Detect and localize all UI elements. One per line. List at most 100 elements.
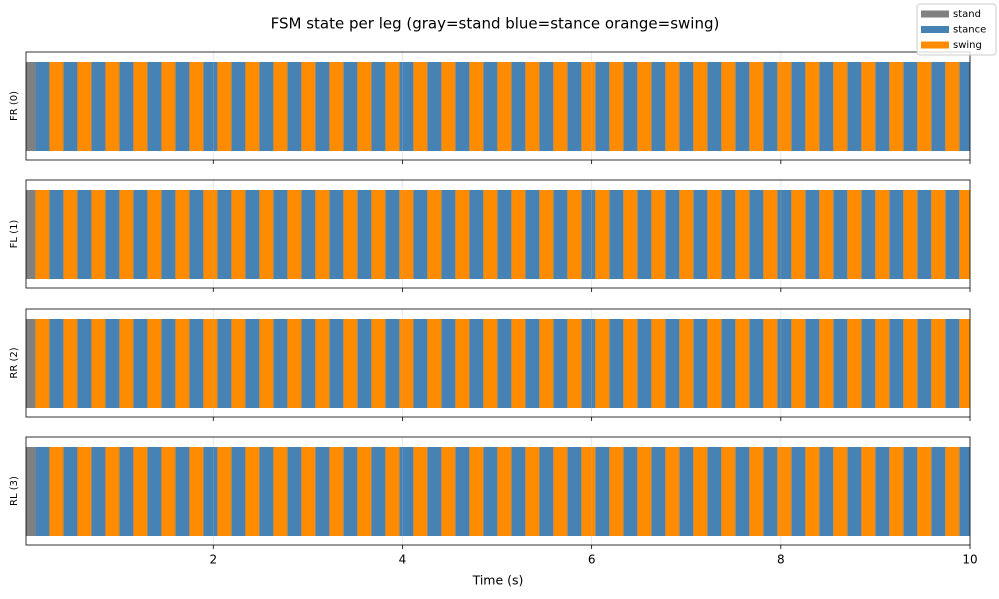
state-segment [329, 319, 344, 408]
state-segment [917, 447, 932, 536]
y-axis-label: RR (2) [9, 347, 20, 378]
state-segment [231, 62, 246, 151]
state-segment [203, 62, 218, 151]
state-segment [623, 62, 638, 151]
state-segment [189, 319, 204, 408]
state-segment [945, 319, 960, 408]
state-segment [819, 447, 834, 536]
state-segment [133, 319, 148, 408]
state-segment [511, 447, 526, 536]
state-segment [581, 319, 596, 408]
state-segment [735, 319, 750, 408]
state-segment [119, 447, 134, 536]
state-segment [133, 447, 148, 536]
state-segment [861, 190, 876, 279]
state-segment [595, 319, 610, 408]
state-segment [945, 190, 960, 279]
state-segment [301, 319, 316, 408]
state-segment [343, 190, 358, 279]
state-segment [399, 62, 414, 151]
state-segment [287, 62, 302, 151]
state-segment [273, 319, 288, 408]
state-segment [707, 190, 722, 279]
state-segment [161, 190, 176, 279]
state-segment [637, 447, 652, 536]
axes-frame [25, 51, 971, 161]
state-segment [931, 447, 946, 536]
state-segment [651, 447, 666, 536]
state-segment [385, 447, 400, 536]
state-segment [553, 62, 568, 151]
state-segment [595, 190, 610, 279]
y-axis-label: RL (3) [9, 476, 20, 506]
state-segment [693, 319, 708, 408]
state-segment [483, 190, 498, 279]
state-segment [539, 447, 554, 536]
state-segment [511, 319, 526, 408]
state-segment [497, 447, 512, 536]
legend-label: stand [953, 9, 981, 20]
state-segment [77, 319, 92, 408]
state-segment [63, 319, 78, 408]
state-segment [203, 190, 218, 279]
state-segment [175, 447, 190, 536]
state-segment [385, 190, 400, 279]
state-segment [399, 319, 414, 408]
state-segment [483, 62, 498, 151]
state-segment [385, 62, 400, 151]
state-segment [539, 62, 554, 151]
state-segment [497, 190, 512, 279]
state-segment [273, 447, 288, 536]
state-segment [357, 190, 372, 279]
state-segment [525, 62, 540, 151]
state-segment [259, 62, 274, 151]
state-segment [203, 447, 218, 536]
state-segment [483, 447, 498, 536]
state-segment [651, 319, 666, 408]
state-segment [567, 190, 582, 279]
state-segment [525, 447, 540, 536]
state-segment [119, 62, 134, 151]
state-segment [945, 62, 960, 151]
state-segment [581, 62, 596, 151]
state-segment [959, 319, 970, 408]
state-segment [469, 62, 484, 151]
state-segment [819, 62, 834, 151]
state-segment [49, 190, 64, 279]
legend-label: stance [953, 25, 986, 36]
state-segment [273, 190, 288, 279]
state-segment [637, 190, 652, 279]
legend-swatch [921, 10, 949, 18]
state-segment [357, 319, 372, 408]
state-segment [847, 190, 862, 279]
state-segment [441, 447, 456, 536]
state-segment [707, 62, 722, 151]
state-segment [805, 190, 820, 279]
state-segment [609, 190, 624, 279]
state-segment [651, 62, 666, 151]
state-segment [329, 190, 344, 279]
state-segment [609, 447, 624, 536]
state-segment [315, 62, 330, 151]
state-segment [539, 319, 554, 408]
state-segment [455, 447, 470, 536]
state-segment [889, 190, 904, 279]
state-segment [567, 62, 582, 151]
state-segment [287, 447, 302, 536]
state-segment [931, 319, 946, 408]
state-segment [791, 62, 806, 151]
state-segment [49, 447, 64, 536]
state-segment [889, 447, 904, 536]
state-segment [231, 447, 246, 536]
state-segment [917, 62, 932, 151]
state-segment [413, 62, 428, 151]
state-segment [385, 319, 400, 408]
state-segment [889, 319, 904, 408]
state-segment [26, 319, 36, 408]
state-segment [105, 319, 120, 408]
state-segment [609, 319, 624, 408]
state-segment [819, 319, 834, 408]
state-segment [175, 319, 190, 408]
state-segment [315, 190, 330, 279]
axes-frame [25, 436, 971, 546]
